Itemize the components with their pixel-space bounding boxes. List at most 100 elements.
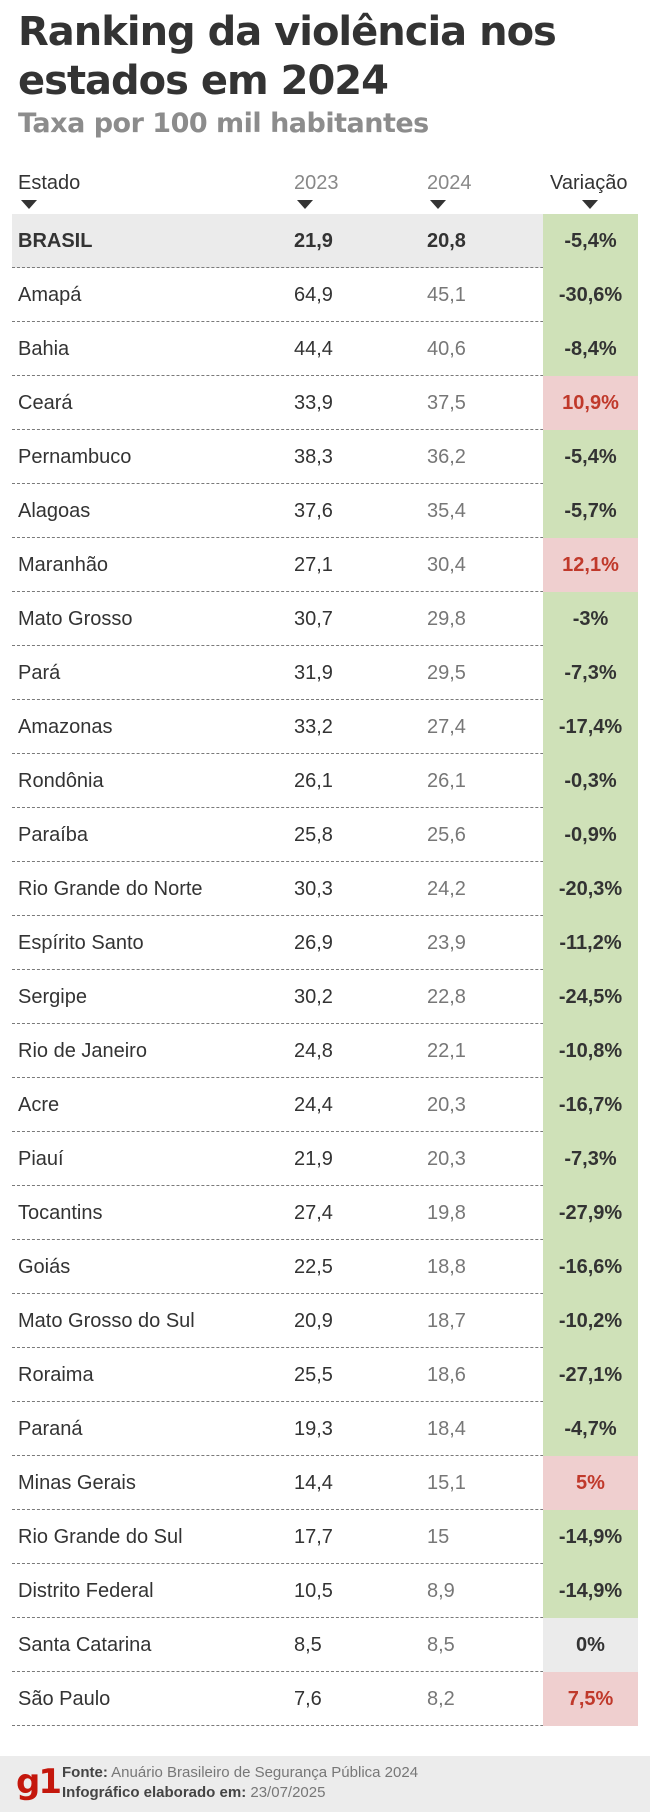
value-2024-cell: 8,5 [427,1634,455,1656]
variation-cell: 7,5% [543,1672,638,1726]
value-2024-cell: 37,5 [427,392,466,414]
variation-cell: -24,5% [543,970,638,1024]
column-header-variation[interactable]: Variação [550,172,628,194]
column-header-2023[interactable]: 2023 [294,172,339,194]
state-cell: Distrito Federal [18,1580,154,1602]
value-2024-cell: 15 [427,1526,450,1548]
table-row: Paraíba 25,8 25,6 -0,9% [12,808,638,862]
value-2024-cell: 18,7 [427,1310,466,1332]
variation-cell: 10,9% [543,376,638,430]
made-line: Infográfico elaborado em: 23/07/2025 [62,1784,325,1801]
table-row: Sergipe 30,2 22,8 -24,5% [12,970,638,1024]
value-2024-cell: 40,6 [427,338,466,360]
value-2023-cell: 19,3 [294,1418,333,1440]
table-row: Pará 31,9 29,5 -7,3% [12,646,638,700]
state-cell: Mato Grosso do Sul [18,1310,195,1332]
table-row: Minas Gerais 14,4 15,1 5% [12,1456,638,1510]
page-title: Ranking da violência nos estados em 2024 [18,9,557,104]
table-row-total: BRASIL 21,9 20,8 -5,4% [12,214,638,268]
table-header: Estado 2023 2024 Variação [0,172,650,212]
value-2024-cell: 22,8 [427,986,466,1008]
value-2023-cell: 24,4 [294,1094,333,1116]
value-2023-cell: 17,7 [294,1526,333,1548]
variation-cell: -10,8% [543,1024,638,1078]
state-cell: Amazonas [18,716,113,738]
variation-cell: -4,7% [543,1402,638,1456]
state-cell: Pará [18,662,61,684]
g1-logo: g1 [16,1762,62,1802]
arrow-down-icon [21,200,37,209]
variation-cell: -30,6% [543,268,638,322]
made-value: 23/07/2025 [250,1784,326,1801]
table-row: Rondônia 26,1 26,1 -0,3% [12,754,638,808]
value-2023-cell: 33,2 [294,716,333,738]
value-2024-cell: 20,8 [427,230,466,252]
value-2024-cell: 24,2 [427,878,466,900]
table-row: Acre 24,4 20,3 -16,7% [12,1078,638,1132]
table-row: Amapá 64,9 45,1 -30,6% [12,268,638,322]
value-2023-cell: 25,5 [294,1364,333,1386]
table-row: Espírito Santo 26,9 23,9 -11,2% [12,916,638,970]
value-2023-cell: 30,2 [294,986,333,1008]
state-cell: Acre [18,1094,60,1116]
value-2024-cell: 36,2 [427,446,466,468]
value-2023-cell: 33,9 [294,392,333,414]
variation-cell: -5,4% [543,430,638,484]
table-row: Rio de Janeiro 24,8 22,1 -10,8% [12,1024,638,1078]
value-2024-cell: 18,8 [427,1256,466,1278]
variation-cell: 5% [543,1456,638,1510]
value-2023-cell: 8,5 [294,1634,322,1656]
value-2024-cell: 8,9 [427,1580,455,1602]
value-2023-cell: 10,5 [294,1580,333,1602]
table-row: Piauí 21,9 20,3 -7,3% [12,1132,638,1186]
table-row: Distrito Federal 10,5 8,9 -14,9% [12,1564,638,1618]
value-2024-cell: 19,8 [427,1202,466,1224]
value-2023-cell: 20,9 [294,1310,333,1332]
value-2024-cell: 29,8 [427,608,466,630]
table-row: Rio Grande do Norte 30,3 24,2 -20,3% [12,862,638,916]
arrow-down-icon [582,200,598,209]
column-header-2024[interactable]: 2024 [427,172,472,194]
value-2024-cell: 22,1 [427,1040,466,1062]
value-2023-cell: 14,4 [294,1472,333,1494]
value-2024-cell: 18,6 [427,1364,466,1386]
state-cell: Bahia [18,338,70,360]
state-cell: Goiás [18,1256,71,1278]
value-2023-cell: 24,8 [294,1040,333,1062]
variation-cell: -20,3% [543,862,638,916]
value-2024-cell: 26,1 [427,770,466,792]
table-row: Mato Grosso do Sul 20,9 18,7 -10,2% [12,1294,638,1348]
state-cell: Piauí [18,1148,64,1170]
column-header-state[interactable]: Estado [18,172,81,194]
value-2023-cell: 22,5 [294,1256,333,1278]
state-cell: Alagoas [18,500,91,522]
variation-cell: -16,6% [543,1240,638,1294]
source-label: Fonte: [62,1764,108,1781]
variation-cell: -7,3% [543,1132,638,1186]
state-cell: Paraná [18,1418,83,1440]
state-cell: Rondônia [18,770,104,792]
variation-cell: 0% [543,1618,638,1672]
value-2024-cell: 30,4 [427,554,466,576]
state-cell: Pernambuco [18,446,132,468]
variation-cell: -11,2% [543,916,638,970]
state-cell: Rio Grande do Norte [18,878,203,900]
state-cell: Rio Grande do Sul [18,1526,183,1548]
variation-cell: 12,1% [543,538,638,592]
variation-cell: -14,9% [543,1510,638,1564]
value-2023-cell: 44,4 [294,338,333,360]
source-line: Fonte: Anuário Brasileiro de Segurança P… [62,1764,418,1781]
value-2024-cell: 23,9 [427,932,466,954]
value-2023-cell: 64,9 [294,284,333,306]
variation-cell: -14,9% [543,1564,638,1618]
table-row: Amazonas 33,2 27,4 -17,4% [12,700,638,754]
table-row: Maranhão 27,1 30,4 12,1% [12,538,638,592]
variation-cell: -3% [543,592,638,646]
table-row: Alagoas 37,6 35,4 -5,7% [12,484,638,538]
table-row: Rio Grande do Sul 17,7 15 -14,9% [12,1510,638,1564]
table-row: Santa Catarina 8,5 8,5 0% [12,1618,638,1672]
variation-cell: -17,4% [543,700,638,754]
value-2023-cell: 7,6 [294,1688,322,1710]
value-2024-cell: 18,4 [427,1418,466,1440]
variation-cell: -0,3% [543,754,638,808]
